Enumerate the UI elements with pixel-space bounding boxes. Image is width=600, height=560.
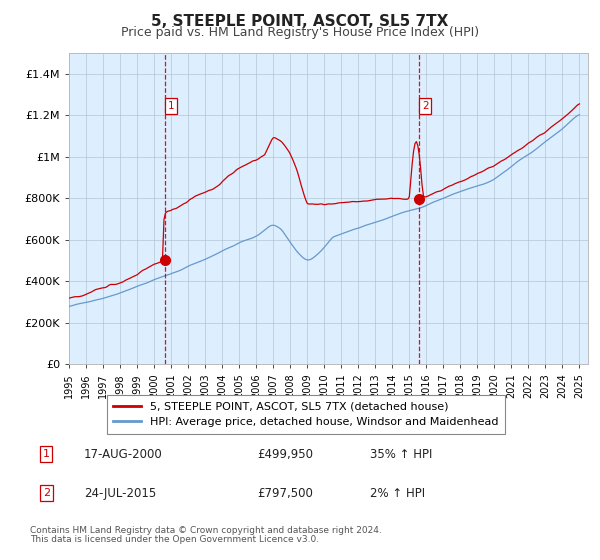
Text: 5, STEEPLE POINT, ASCOT, SL5 7TX: 5, STEEPLE POINT, ASCOT, SL5 7TX — [151, 14, 449, 29]
Text: £499,950: £499,950 — [257, 447, 313, 460]
Text: 1: 1 — [168, 101, 175, 111]
Text: £797,500: £797,500 — [257, 487, 313, 500]
Text: 35% ↑ HPI: 35% ↑ HPI — [370, 447, 433, 460]
Text: This data is licensed under the Open Government Licence v3.0.: This data is licensed under the Open Gov… — [30, 535, 319, 544]
Text: 24-JUL-2015: 24-JUL-2015 — [84, 487, 156, 500]
Text: 2% ↑ HPI: 2% ↑ HPI — [370, 487, 425, 500]
Text: 17-AUG-2000: 17-AUG-2000 — [84, 447, 163, 460]
Legend: 5, STEEPLE POINT, ASCOT, SL5 7TX (detached house), HPI: Average price, detached : 5, STEEPLE POINT, ASCOT, SL5 7TX (detach… — [107, 395, 505, 434]
Text: 2: 2 — [422, 101, 428, 111]
Text: 1: 1 — [43, 449, 50, 459]
Text: 2: 2 — [43, 488, 50, 498]
Text: Contains HM Land Registry data © Crown copyright and database right 2024.: Contains HM Land Registry data © Crown c… — [30, 526, 382, 535]
Text: Price paid vs. HM Land Registry's House Price Index (HPI): Price paid vs. HM Land Registry's House … — [121, 26, 479, 39]
